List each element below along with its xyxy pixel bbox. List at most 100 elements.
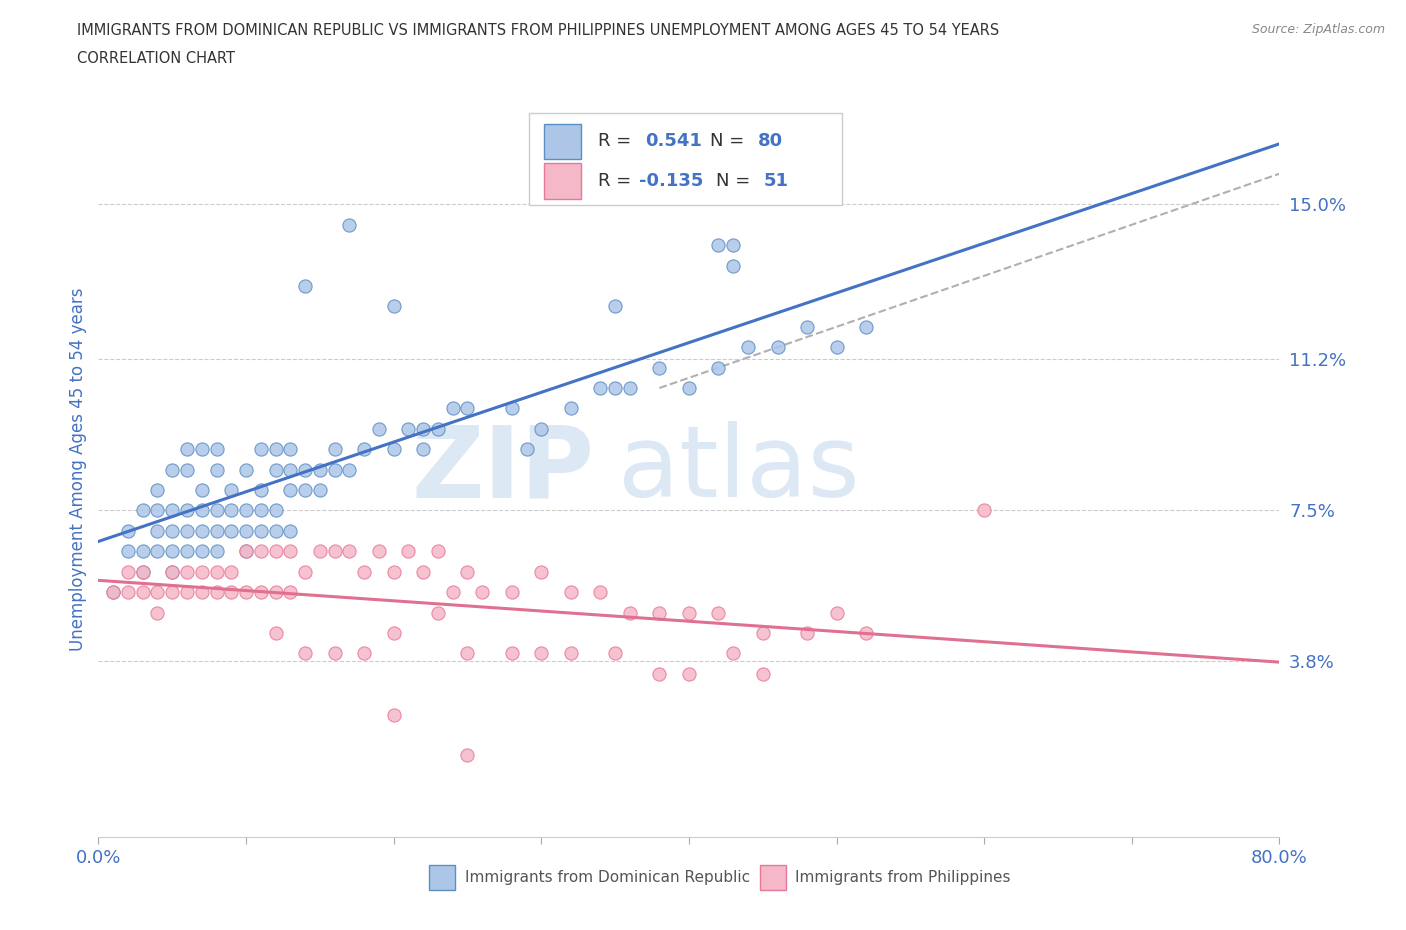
Point	[191, 442, 214, 457]
Point	[457, 646, 479, 661]
Point	[648, 360, 671, 375]
Point	[132, 585, 155, 600]
Point	[619, 380, 641, 395]
Point	[678, 666, 700, 681]
Text: atlas: atlas	[619, 421, 859, 518]
Point	[280, 462, 302, 477]
Point	[146, 483, 169, 498]
Point	[176, 503, 198, 518]
Point	[191, 524, 214, 538]
Point	[605, 646, 627, 661]
Point	[605, 299, 627, 313]
Point	[412, 442, 434, 457]
Point	[146, 585, 169, 600]
Point	[205, 565, 228, 579]
Text: Immigrants from Philippines: Immigrants from Philippines	[796, 870, 1011, 885]
Point	[250, 524, 273, 538]
Point	[162, 565, 183, 579]
Point	[250, 544, 273, 559]
Point	[707, 238, 730, 253]
Point	[221, 503, 243, 518]
Point	[162, 524, 183, 538]
Text: 0.541: 0.541	[645, 132, 702, 151]
Point	[294, 483, 316, 498]
Point	[323, 646, 346, 661]
Point	[162, 503, 183, 518]
Point	[132, 565, 155, 579]
Point	[280, 483, 302, 498]
Point	[221, 585, 243, 600]
Point	[117, 544, 139, 559]
Point	[146, 503, 169, 518]
Point	[235, 544, 257, 559]
Point	[309, 462, 332, 477]
Point	[117, 585, 139, 600]
Point	[132, 503, 155, 518]
Point	[264, 462, 287, 477]
Point	[323, 462, 346, 477]
Point	[973, 503, 995, 518]
Point	[294, 462, 316, 477]
Point	[339, 544, 361, 559]
Point	[457, 565, 479, 579]
Point	[560, 585, 582, 600]
Point	[516, 442, 538, 457]
Point	[176, 462, 198, 477]
Point	[530, 421, 553, 436]
Point	[457, 748, 479, 763]
Point	[191, 483, 214, 498]
Point	[146, 605, 169, 620]
Point	[280, 524, 302, 538]
Point	[264, 626, 287, 641]
Text: -0.135: -0.135	[640, 172, 704, 190]
Text: 51: 51	[763, 172, 789, 190]
Point	[176, 524, 198, 538]
Point	[250, 442, 273, 457]
Text: N =: N =	[710, 132, 751, 151]
Point	[294, 565, 316, 579]
Point	[796, 626, 818, 641]
Point	[382, 707, 405, 722]
Point	[162, 462, 183, 477]
Point	[235, 503, 257, 518]
Point	[191, 503, 214, 518]
Text: Immigrants from Dominican Republic: Immigrants from Dominican Republic	[464, 870, 749, 885]
Point	[162, 544, 183, 559]
Point	[723, 238, 745, 253]
Point	[589, 380, 612, 395]
Point	[132, 544, 155, 559]
Point	[427, 544, 450, 559]
Point	[162, 585, 183, 600]
Point	[737, 339, 759, 354]
Point	[457, 401, 479, 416]
Point	[766, 339, 789, 354]
Point	[235, 524, 257, 538]
Point	[309, 544, 332, 559]
Point	[382, 565, 405, 579]
Point	[427, 421, 450, 436]
Point	[382, 626, 405, 641]
Point	[176, 442, 198, 457]
FancyBboxPatch shape	[429, 865, 456, 890]
Text: CORRELATION CHART: CORRELATION CHART	[77, 51, 235, 66]
Point	[530, 646, 553, 661]
Point	[382, 442, 405, 457]
Point	[264, 442, 287, 457]
Point	[752, 666, 775, 681]
Point	[707, 360, 730, 375]
Point	[280, 442, 302, 457]
Point	[368, 421, 391, 436]
Point	[103, 585, 125, 600]
Point	[560, 401, 582, 416]
Point	[250, 503, 273, 518]
Point	[530, 565, 553, 579]
Point	[191, 585, 214, 600]
Point	[353, 646, 375, 661]
Point	[796, 319, 818, 334]
Point	[205, 462, 228, 477]
Text: R =: R =	[598, 132, 637, 151]
Point	[294, 279, 316, 294]
FancyBboxPatch shape	[759, 865, 786, 890]
Point	[280, 585, 302, 600]
Point	[471, 585, 494, 600]
